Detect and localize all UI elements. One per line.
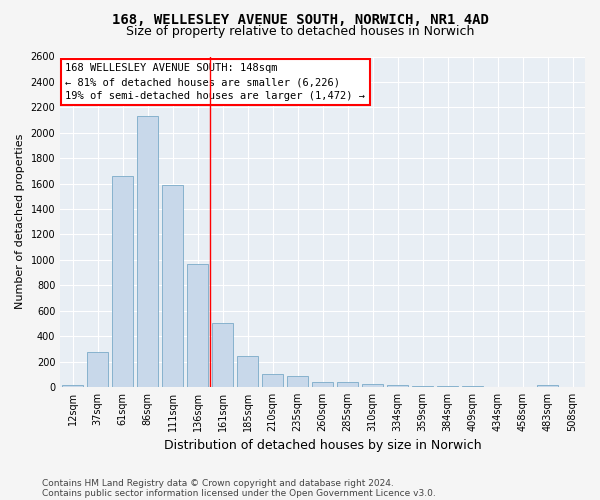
Text: Contains HM Land Registry data © Crown copyright and database right 2024.: Contains HM Land Registry data © Crown c… — [42, 478, 394, 488]
Bar — [187, 264, 208, 387]
Bar — [337, 382, 358, 387]
Bar — [112, 176, 133, 387]
Bar — [312, 382, 333, 387]
Bar — [237, 356, 258, 387]
Bar — [262, 374, 283, 387]
Bar — [362, 384, 383, 387]
Bar — [87, 352, 108, 387]
Bar — [412, 386, 433, 387]
Y-axis label: Number of detached properties: Number of detached properties — [15, 134, 25, 310]
Bar — [62, 384, 83, 387]
Bar — [387, 384, 408, 387]
Bar — [462, 386, 483, 387]
Bar — [537, 385, 558, 387]
Text: 168, WELLESLEY AVENUE SOUTH, NORWICH, NR1 4AD: 168, WELLESLEY AVENUE SOUTH, NORWICH, NR… — [112, 12, 488, 26]
Bar — [137, 116, 158, 387]
X-axis label: Distribution of detached houses by size in Norwich: Distribution of detached houses by size … — [164, 440, 481, 452]
Bar — [437, 386, 458, 387]
Text: 168 WELLESLEY AVENUE SOUTH: 148sqm
← 81% of detached houses are smaller (6,226)
: 168 WELLESLEY AVENUE SOUTH: 148sqm ← 81%… — [65, 63, 365, 101]
Text: Size of property relative to detached houses in Norwich: Size of property relative to detached ho… — [126, 25, 474, 38]
Bar — [212, 324, 233, 387]
Bar — [162, 185, 183, 387]
Text: Contains public sector information licensed under the Open Government Licence v3: Contains public sector information licen… — [42, 488, 436, 498]
Bar — [287, 376, 308, 387]
